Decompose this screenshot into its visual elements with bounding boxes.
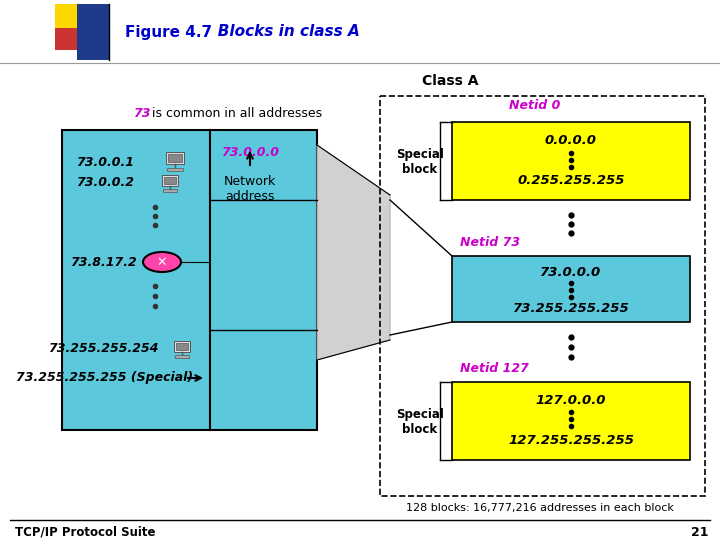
- Text: 21: 21: [690, 525, 708, 538]
- Bar: [167, 168, 183, 171]
- Text: TCP/IP Protocol Suite: TCP/IP Protocol Suite: [15, 525, 156, 538]
- Text: ✕: ✕: [157, 255, 167, 268]
- Bar: [77, 4, 109, 60]
- Text: 73.8.17.2: 73.8.17.2: [70, 255, 136, 268]
- Text: 73.0.0.1: 73.0.0.1: [76, 157, 134, 170]
- Bar: [163, 189, 177, 192]
- Text: Netid 127: Netid 127: [460, 361, 529, 375]
- Bar: [55, 4, 85, 34]
- Text: 73.255.255.255 (Special): 73.255.255.255 (Special): [17, 372, 194, 384]
- Text: 0.255.255.255: 0.255.255.255: [517, 173, 625, 186]
- Text: 127.0.0.0: 127.0.0.0: [536, 394, 606, 407]
- Bar: [380, 96, 705, 496]
- Bar: [166, 152, 184, 164]
- Text: is common in all addresses: is common in all addresses: [148, 107, 322, 120]
- Text: 73.255.255.255: 73.255.255.255: [513, 301, 629, 314]
- Bar: [452, 382, 690, 460]
- Text: 73: 73: [133, 107, 150, 120]
- Text: 128 blocks: 16,777,216 addresses in each block: 128 blocks: 16,777,216 addresses in each…: [406, 503, 674, 513]
- Text: Netid 73: Netid 73: [460, 237, 520, 249]
- Text: 127.255.255.255: 127.255.255.255: [508, 434, 634, 447]
- Text: Netid 0: Netid 0: [509, 99, 561, 112]
- Text: Network
address: Network address: [224, 175, 276, 203]
- Text: 73.0.0.0: 73.0.0.0: [221, 145, 279, 159]
- Bar: [176, 342, 188, 349]
- Polygon shape: [317, 145, 390, 360]
- Text: Special
block: Special block: [396, 148, 444, 176]
- Text: 73.0.0.2: 73.0.0.2: [76, 177, 134, 190]
- Ellipse shape: [143, 252, 181, 272]
- Text: 73.0.0.0: 73.0.0.0: [541, 266, 602, 279]
- Bar: [55, 28, 77, 50]
- Bar: [175, 355, 189, 358]
- Text: Figure 4.7: Figure 4.7: [125, 24, 212, 39]
- Bar: [174, 341, 190, 352]
- Bar: [168, 154, 181, 161]
- Bar: [452, 256, 690, 322]
- Text: 73.255.255.254: 73.255.255.254: [48, 341, 158, 354]
- Bar: [62, 130, 317, 430]
- Text: Blocks in class A: Blocks in class A: [202, 24, 360, 39]
- Bar: [452, 122, 690, 200]
- Text: Special
block: Special block: [396, 408, 444, 436]
- Bar: [164, 177, 176, 184]
- Text: 0.0.0.0: 0.0.0.0: [545, 133, 597, 146]
- Bar: [162, 175, 178, 186]
- Text: Class A: Class A: [422, 74, 478, 88]
